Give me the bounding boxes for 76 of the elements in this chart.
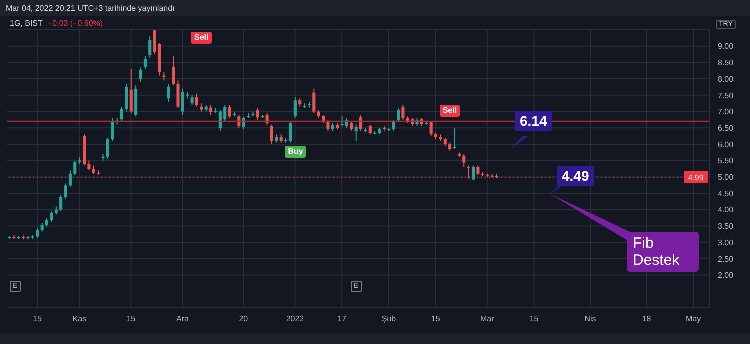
y-tick-label: 3.00 bbox=[718, 238, 734, 248]
candlestick bbox=[256, 108, 260, 120]
x-tick-label: Kas bbox=[72, 314, 87, 324]
candlestick bbox=[36, 227, 40, 239]
candlestick bbox=[210, 104, 213, 116]
x-tick-label: 17 bbox=[338, 314, 348, 324]
candlestick bbox=[350, 121, 354, 132]
candlestick bbox=[453, 128, 456, 150]
y-tick-label: 9.00 bbox=[718, 42, 734, 52]
candlestick bbox=[176, 80, 180, 109]
y-tick-label: 4.50 bbox=[718, 189, 734, 198]
candlestick bbox=[68, 170, 72, 188]
x-tick-label: 18 bbox=[642, 314, 652, 324]
candlestick bbox=[228, 104, 232, 119]
annotation: Sell bbox=[191, 32, 212, 44]
candlestick bbox=[60, 194, 63, 212]
y-tick-label: 4.00 bbox=[718, 206, 734, 215]
candlestick bbox=[368, 124, 372, 136]
y-tick-label: 2.50 bbox=[718, 254, 734, 264]
candlestick bbox=[462, 154, 466, 168]
candlestick bbox=[195, 93, 199, 108]
y-tick-label: 2.00 bbox=[718, 271, 734, 280]
y-tick-label: 5.00 bbox=[718, 173, 734, 182]
annotation: 4.49 bbox=[557, 166, 594, 186]
candlestick bbox=[130, 68, 133, 114]
ref-line-label: 4.99 bbox=[688, 174, 704, 183]
candlestick bbox=[190, 94, 194, 106]
chart-title: 1G, BIST bbox=[10, 19, 43, 28]
y-tick-label: 6.50 bbox=[718, 124, 734, 133]
candlestick bbox=[312, 88, 316, 114]
x-tick-label: Ara bbox=[176, 314, 190, 324]
x-tick-label: 15 bbox=[431, 314, 441, 324]
candlestick bbox=[64, 183, 68, 200]
candlestick bbox=[125, 83, 128, 112]
candlestick bbox=[120, 106, 124, 122]
candlestick bbox=[144, 56, 147, 70]
candlestick bbox=[106, 137, 110, 160]
x-tick-label: 15 bbox=[126, 314, 136, 324]
candlestick bbox=[148, 36, 152, 58]
x-tick-label: Şub bbox=[382, 314, 397, 324]
candlestick bbox=[402, 104, 405, 120]
y-tick-label: 3.50 bbox=[718, 222, 734, 232]
annotation: Buy bbox=[285, 146, 306, 158]
y-tick-label: 5.50 bbox=[718, 156, 734, 166]
y-tick-label: 7.00 bbox=[718, 108, 734, 117]
candlestick bbox=[396, 108, 400, 122]
text: −0.03 (−0.60%) bbox=[48, 19, 104, 28]
x-tick-label: 15 bbox=[530, 314, 540, 324]
y-tick-label: 6.00 bbox=[718, 140, 734, 150]
x-tick-label: 2022 bbox=[286, 314, 305, 324]
candlestick bbox=[139, 67, 142, 83]
x-tick-label: Nis bbox=[584, 314, 596, 324]
candlestick bbox=[74, 160, 77, 176]
candlestick bbox=[467, 165, 470, 180]
x-tick-label: 20 bbox=[239, 314, 249, 324]
x-tick-label: Mar bbox=[480, 314, 495, 324]
candlestick bbox=[294, 96, 297, 119]
candlestick bbox=[88, 160, 91, 172]
y-tick-label: 8.50 bbox=[718, 58, 734, 68]
candlestick bbox=[50, 211, 54, 222]
candlestick bbox=[472, 165, 476, 181]
candlestick bbox=[111, 118, 114, 142]
annotation: Sell bbox=[440, 105, 460, 118]
candlestick bbox=[430, 121, 433, 137]
annotation: Fib Destek bbox=[627, 232, 699, 272]
candlestick bbox=[270, 124, 274, 145]
candlestick bbox=[476, 165, 480, 176]
y-tick-label: 7.50 bbox=[718, 91, 734, 100]
candlestick bbox=[167, 83, 170, 102]
chart-subtitle: Mar 04, 2022 20:21 UTC+3 tarihinde yayınlandı bbox=[6, 4, 175, 13]
annotation: 6.14 bbox=[515, 111, 552, 131]
y-tick-label: 8.00 bbox=[718, 74, 734, 84]
x-tick-label: May bbox=[686, 314, 702, 324]
candlestick bbox=[354, 124, 358, 142]
x-tick-label: 15 bbox=[33, 314, 42, 324]
candlestick bbox=[172, 56, 176, 86]
